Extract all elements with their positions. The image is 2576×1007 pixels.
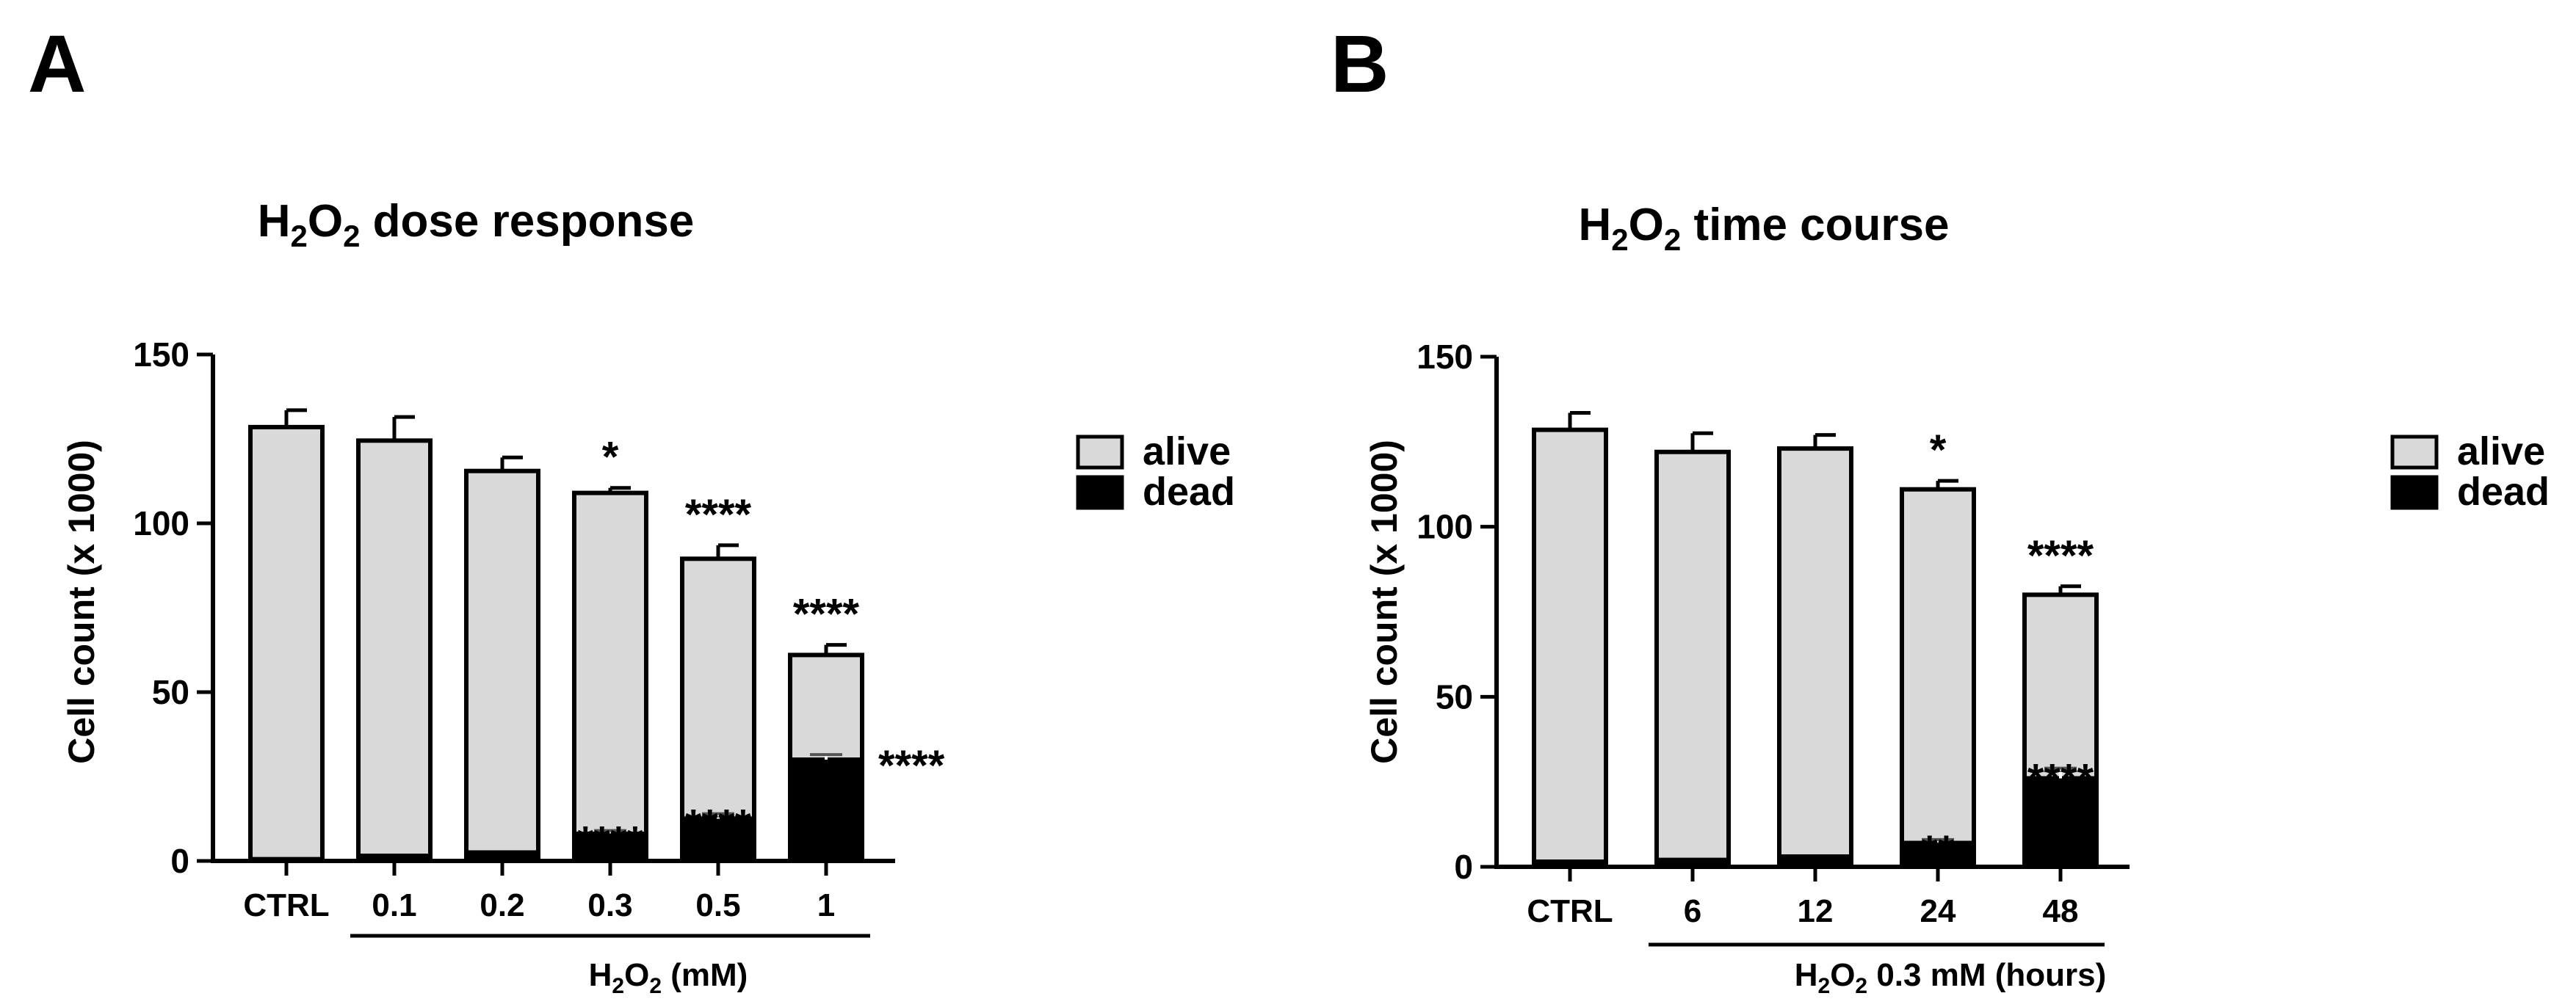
legend-swatch-dead bbox=[1076, 475, 1124, 510]
legend-label-alive: alive bbox=[2457, 429, 2545, 473]
x-tick-label: 0.3 bbox=[587, 887, 632, 923]
bar-dead bbox=[2022, 776, 2099, 869]
significance-dead: **** bbox=[577, 818, 644, 866]
bar-dead bbox=[248, 857, 325, 863]
panel-a: A H2O2 dose response Cell count (x 1000)… bbox=[28, 19, 1235, 998]
panel-a-title: H2O2 dose response bbox=[258, 196, 695, 253]
bar-alive bbox=[1900, 487, 1976, 846]
y-tick-label: 150 bbox=[1417, 338, 1473, 376]
bar-alive bbox=[1654, 449, 1731, 862]
x-tick-label: 24 bbox=[1920, 893, 1956, 929]
y-tick-label: 0 bbox=[1454, 848, 1473, 886]
x-tick-label: 6 bbox=[1684, 893, 1701, 929]
significance-total: **** bbox=[2027, 532, 2094, 580]
bar-dead bbox=[788, 757, 864, 863]
bar-alive bbox=[788, 652, 864, 763]
panel-b-group-label: H2O2 0.3 mM (hours) bbox=[1795, 957, 2107, 998]
legend-label-dead: dead bbox=[2457, 470, 2550, 514]
y-tick-label: 0 bbox=[170, 842, 189, 880]
panel-b-title: H2O2 time course bbox=[1579, 200, 1950, 257]
bar-dead bbox=[1654, 857, 1731, 869]
x-tick-label: CTRL bbox=[1527, 893, 1613, 929]
significance-dead: ** bbox=[1921, 827, 1955, 875]
legend-label-alive: alive bbox=[1143, 429, 1231, 473]
bar-dead bbox=[356, 854, 433, 863]
bar-alive bbox=[248, 424, 325, 862]
y-tick-label: 150 bbox=[133, 335, 189, 374]
panel-a-letter: A bbox=[28, 19, 86, 109]
x-tick-label: 0.1 bbox=[372, 887, 416, 923]
bar-alive bbox=[2022, 592, 2099, 781]
significance-total: **** bbox=[685, 491, 752, 539]
bar-alive bbox=[680, 556, 756, 821]
panel-b: B H2O2 time course Cell count (x 1000) 0… bbox=[1331, 19, 2550, 998]
bar-dead bbox=[464, 850, 540, 863]
bar-alive bbox=[1532, 427, 1608, 865]
y-tick-label: 100 bbox=[1417, 508, 1473, 546]
bar-dead bbox=[1900, 840, 1976, 869]
significance-dead: **** bbox=[2027, 756, 2094, 804]
bar-dead bbox=[1532, 859, 1608, 870]
legend-swatch-dead bbox=[2390, 475, 2439, 510]
x-tick-label: 0.5 bbox=[695, 887, 740, 923]
x-tick-label: 1 bbox=[817, 887, 835, 923]
x-tick-label: 12 bbox=[1798, 893, 1834, 929]
panel-b-letter: B bbox=[1331, 19, 1389, 109]
panel-b-y-axis-label: Cell count (x 1000) bbox=[1364, 440, 1405, 764]
bar-alive bbox=[1777, 446, 1853, 859]
significance-total: * bbox=[1930, 426, 1947, 474]
bar-alive bbox=[464, 468, 540, 855]
x-tick-label: 48 bbox=[2043, 893, 2079, 929]
x-tick-label: 0.2 bbox=[480, 887, 524, 923]
panel-a-group-label: H2O2 (mM) bbox=[589, 957, 748, 998]
significance-dead: **** bbox=[878, 742, 945, 790]
legend-swatch-alive bbox=[1076, 435, 1124, 470]
legend-label-dead: dead bbox=[1143, 470, 1235, 514]
significance-dead: **** bbox=[685, 801, 752, 849]
bar-alive bbox=[356, 438, 433, 859]
x-tick-label: CTRL bbox=[243, 887, 329, 923]
significance-total: * bbox=[602, 434, 619, 481]
significance-total: **** bbox=[793, 591, 860, 639]
panel-a-y-axis-label: Cell count (x 1000) bbox=[61, 440, 102, 764]
bar-alive bbox=[572, 490, 648, 837]
y-tick-label: 50 bbox=[1436, 677, 1473, 716]
legend-swatch-alive bbox=[2390, 435, 2439, 470]
y-tick-label: 50 bbox=[152, 673, 189, 711]
y-tick-label: 100 bbox=[133, 504, 189, 542]
bar-dead bbox=[680, 816, 756, 863]
bar-dead bbox=[1777, 854, 1853, 869]
